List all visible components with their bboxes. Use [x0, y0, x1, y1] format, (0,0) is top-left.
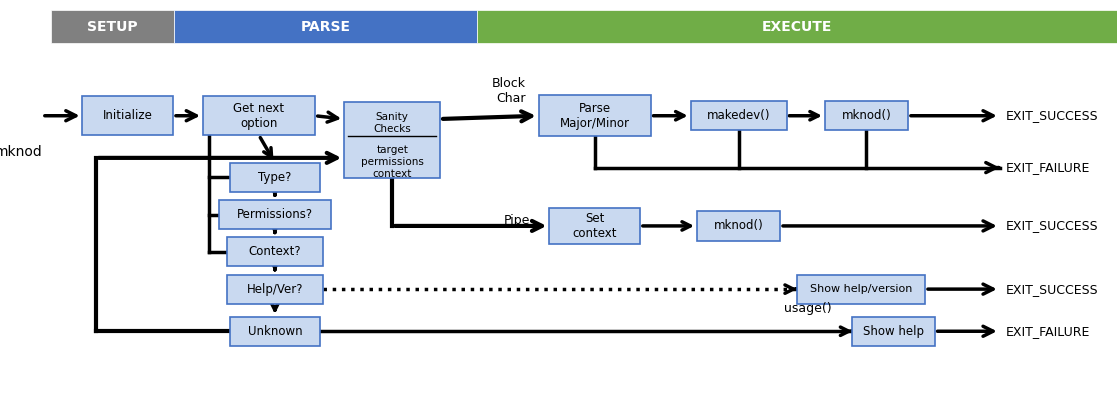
- Text: Show help/version: Show help/version: [810, 284, 913, 294]
- Text: Initialize: Initialize: [103, 109, 152, 122]
- Text: mknod: mknod: [0, 145, 43, 159]
- FancyBboxPatch shape: [825, 101, 908, 130]
- Text: target
permissions
context: target permissions context: [361, 146, 423, 179]
- Text: Get next
option: Get next option: [233, 102, 284, 130]
- FancyBboxPatch shape: [539, 96, 651, 136]
- Text: EXECUTE: EXECUTE: [762, 20, 832, 34]
- FancyBboxPatch shape: [851, 317, 935, 346]
- Bar: [174, 10, 477, 43]
- FancyBboxPatch shape: [227, 237, 323, 266]
- Text: EXIT_SUCCESS: EXIT_SUCCESS: [1006, 109, 1099, 122]
- Bar: [52, 10, 174, 43]
- FancyBboxPatch shape: [227, 274, 323, 304]
- FancyBboxPatch shape: [797, 274, 925, 304]
- Text: Type?: Type?: [259, 171, 291, 184]
- Text: usage(): usage(): [784, 302, 832, 315]
- Text: EXIT_SUCCESS: EXIT_SUCCESS: [1006, 283, 1099, 296]
- Text: Permissions?: Permissions?: [236, 208, 312, 221]
- Text: Context?: Context?: [249, 245, 301, 258]
- Text: EXIT_FAILURE: EXIT_FAILURE: [1006, 161, 1091, 174]
- Text: Block
Char: Block Char: [492, 78, 526, 106]
- FancyBboxPatch shape: [691, 101, 786, 130]
- FancyBboxPatch shape: [218, 200, 330, 229]
- Text: Set
context: Set context: [572, 212, 617, 240]
- FancyBboxPatch shape: [230, 317, 320, 346]
- FancyBboxPatch shape: [230, 163, 320, 192]
- FancyBboxPatch shape: [203, 96, 315, 135]
- Text: PARSE: PARSE: [300, 20, 351, 34]
- FancyBboxPatch shape: [549, 208, 640, 244]
- FancyBboxPatch shape: [83, 96, 174, 135]
- Text: Parse
Major/Minor: Parse Major/Minor: [560, 102, 629, 130]
- Bar: [477, 10, 1117, 43]
- Text: Sanity
Checks: Sanity Checks: [373, 112, 411, 134]
- FancyBboxPatch shape: [344, 102, 440, 178]
- Text: mknod(): mknod(): [841, 109, 892, 122]
- Text: mknod(): mknod(): [713, 220, 764, 232]
- FancyBboxPatch shape: [697, 211, 781, 240]
- Text: Pipe: Pipe: [504, 214, 530, 226]
- Text: Show help: Show help: [862, 325, 924, 338]
- Text: EXIT_FAILURE: EXIT_FAILURE: [1006, 325, 1091, 338]
- Text: Unknown: Unknown: [248, 325, 302, 338]
- Text: Help/Ver?: Help/Ver?: [246, 283, 304, 296]
- Text: EXIT_SUCCESS: EXIT_SUCCESS: [1006, 220, 1099, 232]
- Text: SETUP: SETUP: [87, 20, 138, 34]
- Text: makedev(): makedev(): [707, 109, 771, 122]
